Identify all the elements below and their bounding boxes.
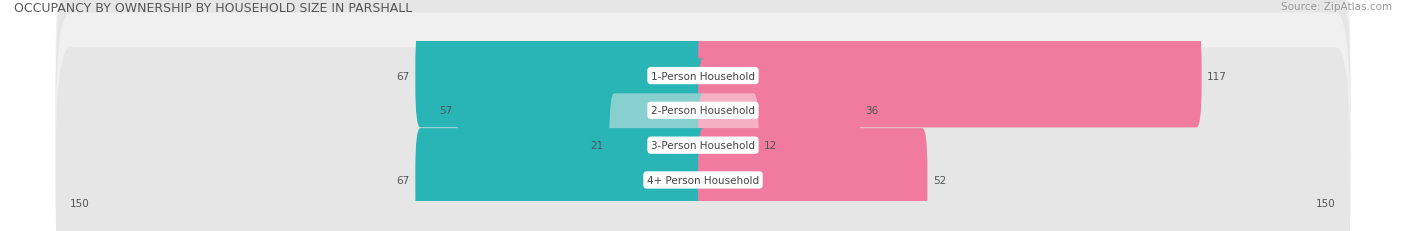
FancyBboxPatch shape: [415, 24, 709, 128]
Text: 36: 36: [866, 106, 879, 116]
FancyBboxPatch shape: [697, 128, 928, 231]
FancyBboxPatch shape: [55, 0, 1351, 208]
Text: Source: ZipAtlas.com: Source: ZipAtlas.com: [1281, 2, 1392, 12]
FancyBboxPatch shape: [55, 48, 1351, 231]
FancyBboxPatch shape: [697, 24, 1202, 128]
FancyBboxPatch shape: [55, 0, 1351, 231]
FancyBboxPatch shape: [415, 128, 709, 231]
FancyBboxPatch shape: [609, 94, 709, 197]
FancyBboxPatch shape: [697, 94, 759, 197]
Text: 12: 12: [765, 140, 778, 151]
Text: 57: 57: [439, 106, 451, 116]
Text: 4+ Person Household: 4+ Person Household: [647, 175, 759, 185]
Text: 150: 150: [1316, 198, 1336, 208]
Text: 67: 67: [396, 71, 411, 81]
Text: 2-Person Household: 2-Person Household: [651, 106, 755, 116]
FancyBboxPatch shape: [457, 59, 709, 163]
Text: OCCUPANCY BY OWNERSHIP BY HOUSEHOLD SIZE IN PARSHALL: OCCUPANCY BY OWNERSHIP BY HOUSEHOLD SIZE…: [14, 2, 412, 15]
Text: 67: 67: [396, 175, 411, 185]
Text: 52: 52: [934, 175, 946, 185]
FancyBboxPatch shape: [697, 59, 860, 163]
Text: 117: 117: [1208, 71, 1227, 81]
Text: 3-Person Household: 3-Person Household: [651, 140, 755, 151]
Text: 1-Person Household: 1-Person Household: [651, 71, 755, 81]
FancyBboxPatch shape: [55, 13, 1351, 231]
Text: 150: 150: [70, 198, 90, 208]
Text: 21: 21: [591, 140, 605, 151]
